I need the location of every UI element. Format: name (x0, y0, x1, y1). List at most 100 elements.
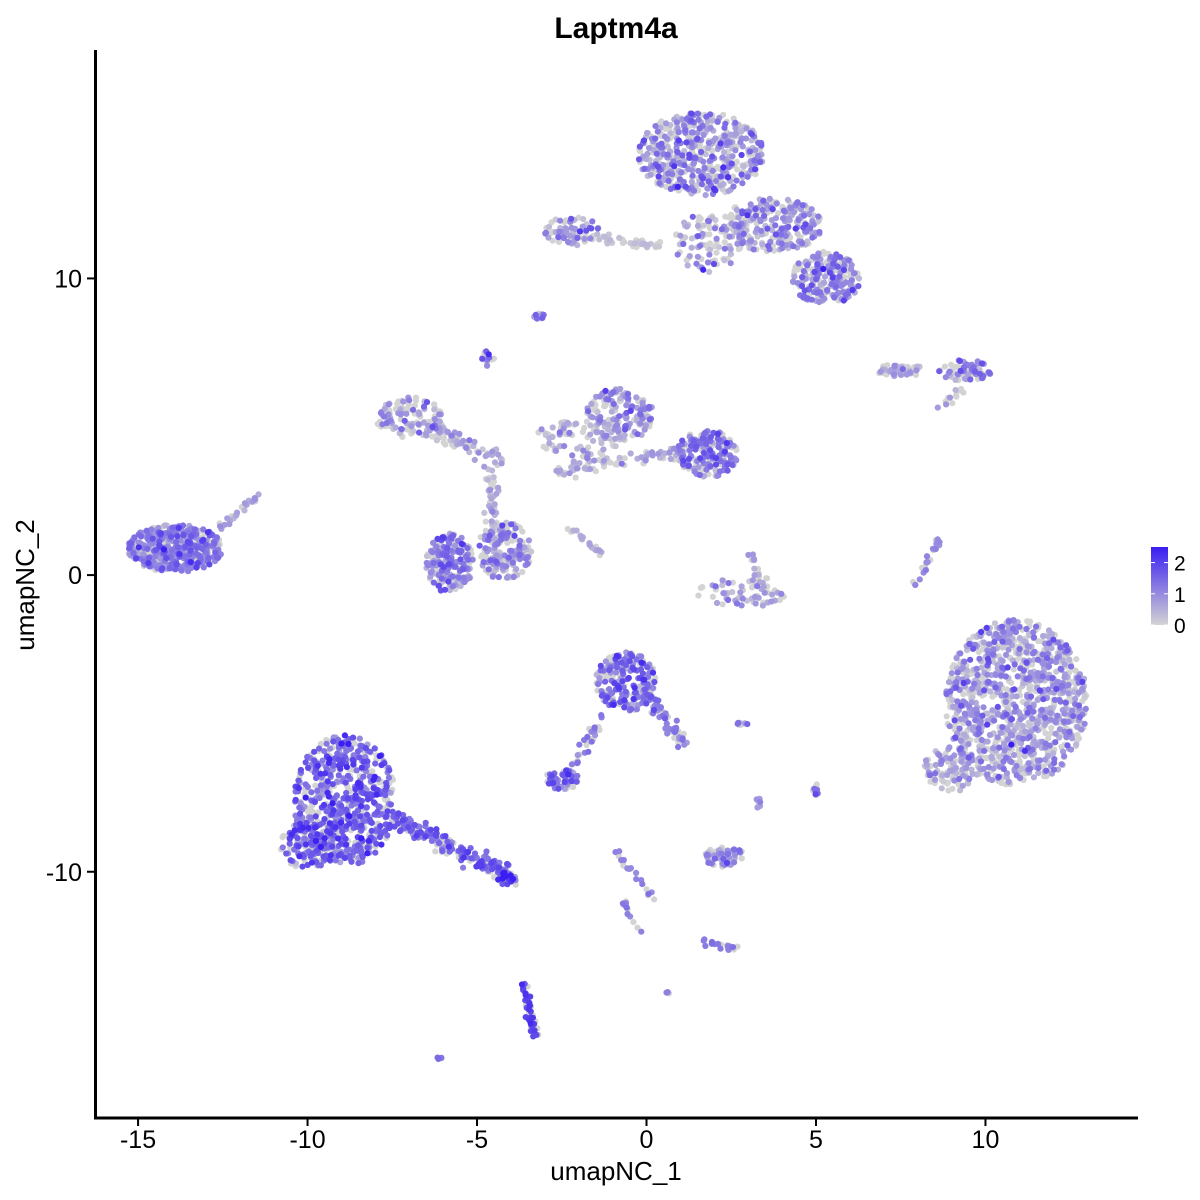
cell-point (757, 799, 764, 806)
cell-point (975, 725, 982, 732)
cell-point (971, 680, 978, 687)
cell-point (941, 363, 949, 370)
cell-point (482, 453, 489, 460)
cell-point (759, 602, 767, 609)
cell-point (804, 262, 811, 269)
cell-point (666, 449, 673, 456)
cell-point (637, 411, 644, 418)
cell-point (560, 234, 567, 241)
cell-point (676, 176, 684, 183)
cell-point (665, 170, 672, 177)
cell-point (455, 574, 462, 581)
cell-point (1066, 728, 1073, 735)
cell-point (671, 729, 678, 736)
cell-point (709, 167, 716, 174)
cell-point (677, 232, 684, 239)
cell-point (1013, 693, 1020, 700)
cell-point (601, 233, 608, 240)
cell-point (949, 400, 956, 407)
cell-point (481, 509, 488, 516)
cell-point (463, 444, 470, 451)
cell-point (999, 724, 1006, 731)
cell-point (513, 566, 520, 573)
cell-point (733, 206, 741, 213)
cell-point (1003, 686, 1011, 693)
cell-point (845, 257, 852, 264)
cell-point (661, 133, 669, 140)
cell-point (986, 731, 994, 739)
cell-point (761, 589, 768, 596)
cell-point (800, 212, 808, 219)
cell-point (651, 896, 658, 903)
cell-point (1027, 618, 1034, 625)
cell-point (1005, 779, 1012, 786)
cell-point (596, 417, 604, 424)
cell-point (706, 251, 713, 258)
cell-point (624, 910, 631, 918)
cell-point (712, 583, 719, 590)
cell-point (317, 740, 325, 748)
cell-point (621, 455, 628, 462)
cell-point (1057, 665, 1064, 672)
cell-point (683, 257, 690, 264)
cell-point (696, 125, 703, 132)
cell-point (178, 567, 185, 574)
cell-point (985, 678, 992, 686)
cell-point (957, 716, 965, 723)
cell-point (944, 771, 951, 779)
cell-point (667, 130, 674, 137)
cell-point (1005, 618, 1013, 625)
cell-point (601, 403, 608, 410)
cell-point (383, 419, 390, 427)
cell-point (1076, 714, 1083, 721)
cell-point (752, 600, 759, 607)
cell-point (480, 559, 487, 566)
cell-point (589, 218, 596, 225)
cell-point (655, 450, 662, 457)
cell-point (916, 576, 923, 583)
cell-point (525, 537, 533, 544)
cell-point (1051, 696, 1058, 704)
cell-point (985, 764, 992, 771)
cell-point (589, 414, 596, 421)
cell-point (471, 456, 478, 463)
cell-point (436, 418, 443, 425)
cell-point (647, 171, 654, 178)
cell-point (1058, 761, 1065, 768)
cell-point (621, 432, 628, 439)
cell-point (816, 228, 823, 236)
cell-point (907, 369, 914, 376)
cell-point (665, 177, 672, 184)
cell-point (778, 240, 785, 247)
cell-point (495, 451, 502, 458)
cell-point (987, 688, 994, 695)
cell-point (200, 564, 207, 571)
cell-point (965, 741, 972, 748)
cell-point (302, 781, 309, 788)
cell-point (576, 460, 583, 467)
cell-point (1001, 747, 1008, 754)
cell-point (398, 426, 405, 433)
cell-point (1023, 676, 1030, 683)
cell-point (772, 215, 780, 222)
cell-point (769, 227, 776, 234)
cell-point (945, 679, 953, 686)
cell-point (974, 671, 981, 679)
cell-point (960, 772, 967, 779)
cell-point (942, 374, 949, 381)
cell-point (733, 158, 740, 165)
cell-point (727, 246, 734, 253)
cell-point (988, 753, 995, 761)
cell-point (612, 461, 619, 468)
cell-point (953, 655, 960, 662)
cell-point (456, 430, 463, 437)
cell-point (1012, 703, 1019, 710)
cell-point (431, 416, 438, 423)
cell-point (739, 180, 746, 187)
cell-point (586, 466, 594, 473)
cell-point (585, 748, 592, 755)
cell-point (1051, 759, 1058, 767)
cell-point (978, 664, 985, 671)
cell-point (612, 443, 619, 450)
cell-point (939, 772, 946, 779)
